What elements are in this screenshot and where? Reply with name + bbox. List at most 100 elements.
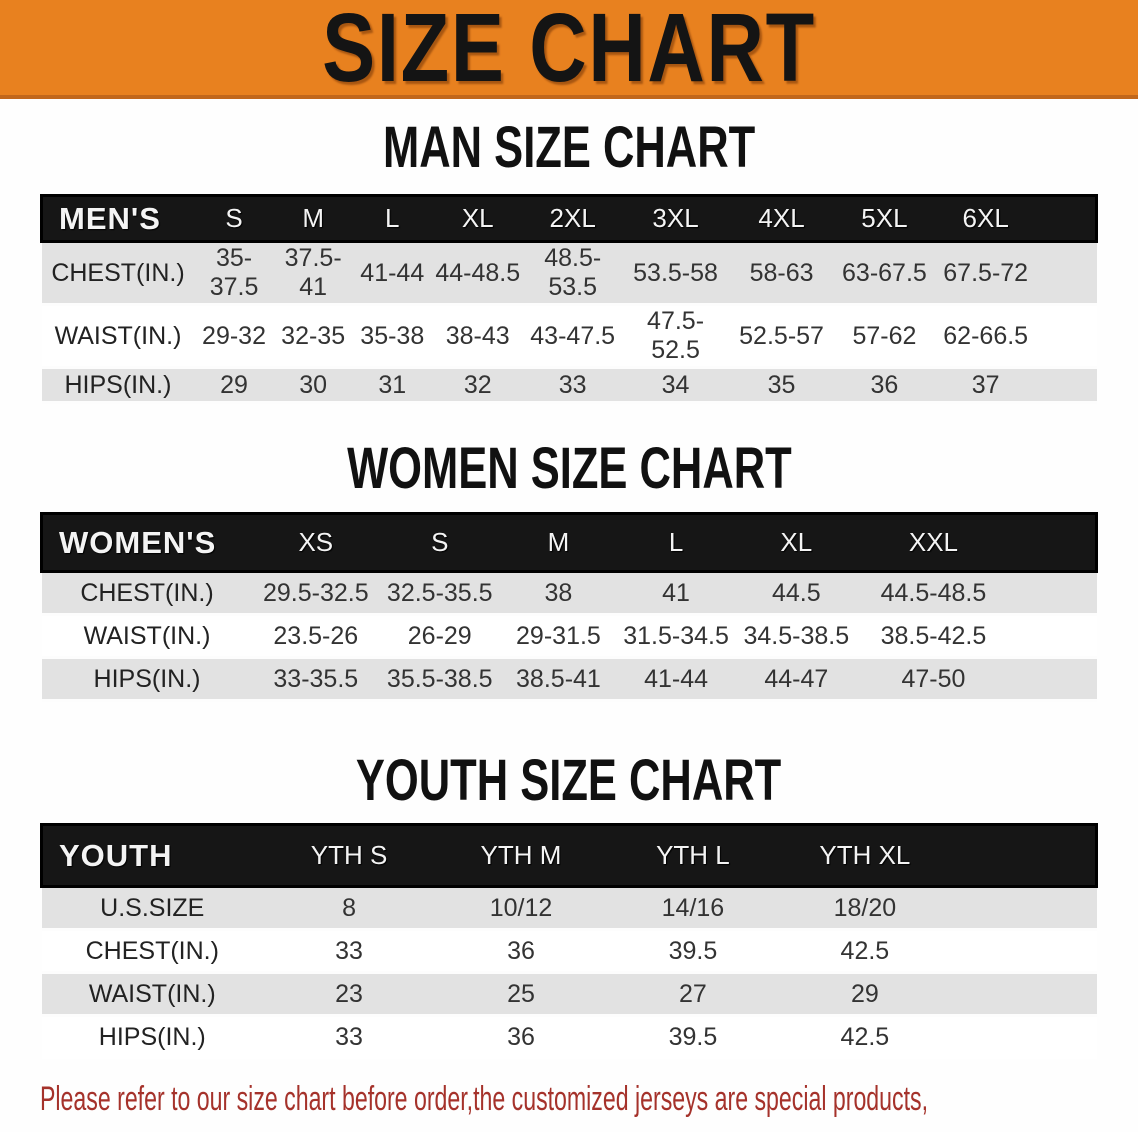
size-value-cell: 29-32 (194, 304, 274, 368)
measurement-row: CHEST(IN.) 33 36 39.5 42.5 (41, 929, 1097, 973)
size-column-header: XL (431, 194, 524, 243)
size-chart-banner: SIZE CHART (0, 0, 1138, 99)
measurement-row: HIPS(IN.) 33-35.5 35.5-38.5 38.5-41 41-44 44-… (41, 656, 1097, 702)
row-label-cell: WAIST(IN.) (41, 971, 264, 1017)
size-value-cell: 35-37.5 (194, 240, 274, 306)
size-value-cell: 32.5-35.5 (379, 570, 501, 616)
measurement-row: U.S.SIZE 8 10/12 14/16 18/20 (41, 885, 1097, 931)
size-value-cell: 30 (273, 366, 353, 404)
size-table-header-row: MEN'S S M L XL 2XL 3XL 4XL 5XL 6XL (40, 194, 1099, 243)
filler-cell (950, 929, 1097, 973)
filler-cell (1009, 656, 1097, 702)
table-group-label: YOUTH (40, 823, 264, 888)
table-group-label: WOMEN'S (40, 512, 253, 573)
size-table-header-row: WOMEN'S XS S M L XL XXL (40, 512, 1098, 573)
filler-cell (1009, 570, 1097, 616)
size-value-cell: 38 (500, 570, 617, 616)
size-value-cell: 42.5 (778, 929, 951, 973)
measurement-row: CHEST(IN.) 29.5-32.5 32.5-35.5 38 41 44.5 44.5… (41, 570, 1097, 616)
size-value-cell: 38.5-41 (500, 656, 617, 702)
filler-cell (950, 885, 1097, 931)
size-value-cell: 44.5-48.5 (856, 570, 1010, 616)
row-label-cell: HIPS(IN.) (41, 656, 253, 702)
size-value-cell: 48.5-53.5 (523, 240, 622, 306)
size-value-cell: 29 (778, 971, 951, 1017)
size-value-cell: 44-47 (735, 656, 857, 702)
size-value-cell: 57-62 (833, 304, 936, 368)
size-value-cell: 52.5-57 (729, 304, 834, 368)
size-column-header: 5XL (833, 194, 936, 243)
size-value-cell: 36 (435, 1015, 607, 1059)
row-label-cell: U.S.SIZE (41, 885, 264, 931)
size-column-header: 4XL (729, 194, 834, 243)
size-value-cell: 41 (616, 570, 736, 616)
size-column-header: L (616, 512, 736, 573)
size-value-cell: 35 (729, 366, 834, 404)
youth-size-table: YOUTH YTH S YTH M YTH L YTH XL U.S.SIZE 8 10/12… (40, 823, 1098, 1059)
size-value-cell: 31.5-34.5 (616, 614, 736, 658)
filler-cell (1036, 304, 1097, 368)
size-value-cell: 39.5 (606, 1015, 779, 1059)
filler-cell (950, 1015, 1097, 1059)
size-value-cell: 41-44 (352, 240, 432, 306)
size-column-header: YTH M (435, 823, 607, 888)
size-table-header-row: YOUTH YTH S YTH M YTH L YTH XL (40, 823, 1098, 888)
measurement-row: HIPS(IN.) 33 36 39.5 42.5 (41, 1015, 1097, 1059)
table-group-label: MEN'S (40, 194, 195, 243)
size-value-cell: 42.5 (778, 1015, 951, 1059)
size-value-cell: 58-63 (729, 240, 834, 306)
row-label-cell: HIPS(IN.) (41, 366, 195, 404)
size-value-cell: 36 (435, 929, 607, 973)
size-value-cell: 47-50 (856, 656, 1010, 702)
size-value-cell: 29-31.5 (500, 614, 617, 658)
size-column-header: YTH L (606, 823, 779, 888)
row-label-cell: CHEST(IN.) (41, 240, 195, 306)
size-column-header: XXL (856, 512, 1010, 573)
size-value-cell: 44-48.5 (431, 240, 524, 306)
row-label-cell: WAIST(IN.) (41, 304, 195, 368)
size-value-cell: 34 (621, 366, 730, 404)
size-column-header: M (273, 194, 353, 243)
size-value-cell: 35-38 (352, 304, 432, 368)
size-column-header: L (352, 194, 432, 243)
filler-cell (1036, 366, 1097, 404)
row-label-cell: CHEST(IN.) (41, 570, 253, 616)
size-value-cell: 39.5 (606, 929, 779, 973)
size-value-cell: 36 (833, 366, 936, 404)
mens-size-table: MEN'S S M L XL 2XL 3XL 4XL 5XL 6XL CHEST(IN.) 35-37… (40, 194, 1099, 404)
size-value-cell: 33 (263, 1015, 435, 1059)
size-column-header: M (500, 512, 617, 573)
size-value-cell: 27 (606, 971, 779, 1017)
measurement-row: WAIST(IN.) 23 25 27 29 (41, 971, 1097, 1017)
size-value-cell: 10/12 (435, 885, 607, 931)
row-label-cell: HIPS(IN.) (41, 1015, 264, 1059)
size-value-cell: 41-44 (616, 656, 736, 702)
size-value-cell: 33 (523, 366, 622, 404)
size-column-header: S (379, 512, 501, 573)
disclaimer-line-2: we don't accept cancel, change, teturn o… (40, 1123, 1098, 1132)
size-value-cell: 38.5-42.5 (856, 614, 1010, 658)
size-column-header: 3XL (621, 194, 730, 243)
size-value-cell: 43-47.5 (523, 304, 622, 368)
size-value-cell: 37.5-41 (273, 240, 353, 306)
size-value-cell: 53.5-58 (621, 240, 730, 306)
disclaimer-line-1: Please refer to our size chart before or… (40, 1079, 928, 1118)
women-size-chart-heading: WOMEN SIZE CHART (346, 436, 792, 501)
size-column-header: 2XL (523, 194, 622, 243)
banner-title: SIZE CHART (322, 0, 816, 102)
size-column-header: YTH XL (778, 823, 951, 888)
size-column-header: XL (735, 512, 857, 573)
size-value-cell: 23.5-26 (252, 614, 380, 658)
size-value-cell: 62-66.5 (935, 304, 1037, 368)
size-value-cell: 33 (263, 929, 435, 973)
man-size-chart-heading: MAN SIZE CHART (382, 115, 756, 180)
size-value-cell: 37 (935, 366, 1037, 404)
size-value-cell: 25 (435, 971, 607, 1017)
measurement-row: WAIST(IN.) 29-32 32-35 35-38 38-43 43-47.5 47.… (41, 304, 1097, 368)
size-value-cell: 34.5-38.5 (735, 614, 857, 658)
measurement-row: HIPS(IN.) 29 30 31 32 33 34 35 36 37 (41, 366, 1097, 404)
size-value-cell: 67.5-72 (935, 240, 1037, 306)
filler-cell (1009, 614, 1097, 658)
size-value-cell: 63-67.5 (833, 240, 936, 306)
content-area: MAN SIZE CHART MEN'S S M L XL 2XL 3XL 4XL 5XL 6XL… (0, 119, 1138, 1059)
